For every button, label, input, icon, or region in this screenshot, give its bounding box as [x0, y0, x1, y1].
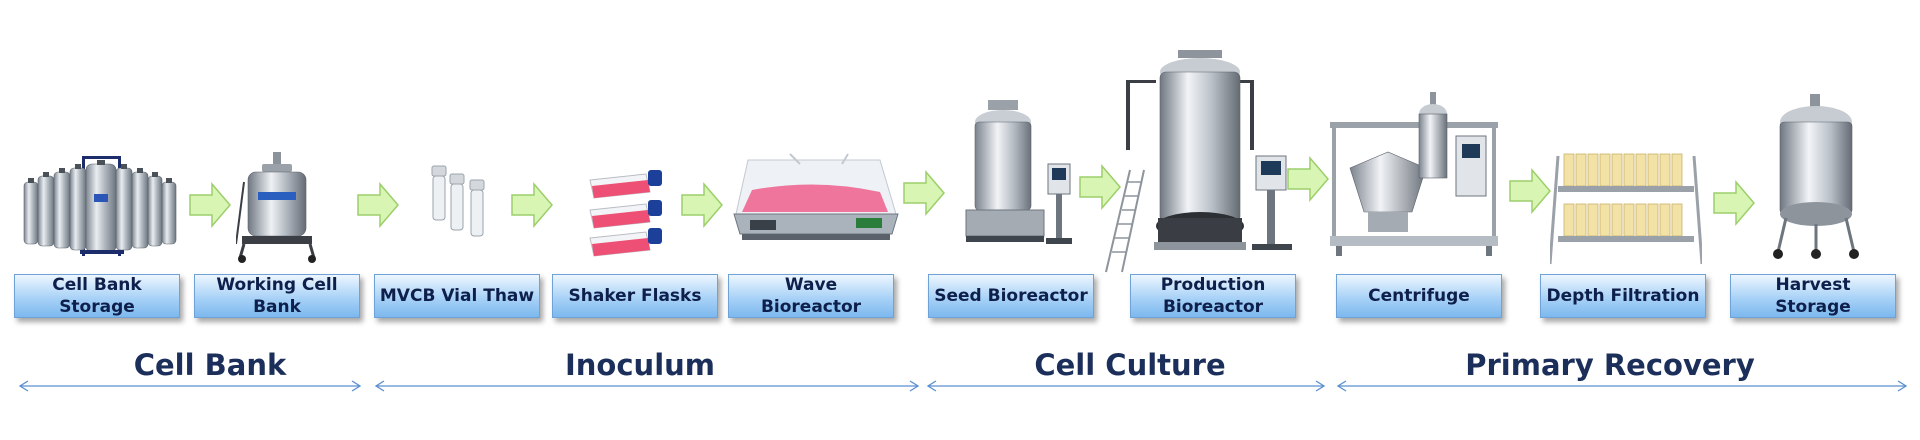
centrifuge-image	[1330, 92, 1498, 256]
step-box-harvest-storage: Harvest Storage	[1730, 274, 1896, 318]
step-label: Production Bioreactor	[1160, 275, 1266, 317]
flow-arrow-icon	[357, 182, 399, 228]
phase-title-primary-recovery: Primary Recovery	[1465, 348, 1755, 382]
flow-arrow-icon	[1287, 156, 1329, 202]
seed-bioreactor-image	[965, 100, 1072, 244]
phase-span-arrow-inoculum	[374, 380, 920, 392]
phase-span-arrow-cell-culture	[926, 380, 1326, 392]
production-bioreactor-image	[1105, 50, 1292, 273]
harvest-storage-tank-image	[1773, 94, 1859, 259]
flow-arrow-icon	[903, 170, 945, 216]
flow-arrow-icon	[189, 182, 231, 228]
step-label: Cell Bank Storage	[52, 275, 142, 317]
step-box-production-bioreactor: Production Bioreactor	[1130, 274, 1296, 318]
step-label: Depth Filtration	[1546, 286, 1700, 306]
step-label: Shaker Flasks	[568, 286, 702, 306]
working-cell-bank-dewar-image	[236, 152, 316, 263]
step-box-wave-bioreactor: Wave Bioreactor	[728, 274, 894, 318]
flow-arrow-icon	[681, 182, 723, 228]
wave-bioreactor-image	[733, 153, 899, 240]
step-label: MVCB Vial Thaw	[379, 286, 535, 306]
phase-title-cell-culture: Cell Culture	[1034, 348, 1226, 382]
depth-filtration-image	[1550, 153, 1702, 265]
flow-arrow-icon	[511, 182, 553, 228]
flow-arrow-icon	[1509, 168, 1551, 214]
phase-span-arrow-primary-recovery	[1336, 380, 1908, 392]
flow-arrow-icon	[1079, 164, 1121, 210]
flow-arrow-icon	[1713, 180, 1755, 226]
step-box-working-cell-bank: Working Cell Bank	[194, 274, 360, 318]
phase-title-cell-bank: Cell Bank	[133, 348, 287, 382]
step-label: Harvest Storage	[1775, 275, 1851, 317]
step-label: Centrifuge	[1368, 286, 1470, 306]
cryovials-image	[431, 165, 485, 237]
step-box-shaker-flasks: Shaker Flasks	[552, 274, 718, 318]
shaker-flasks-image	[589, 170, 662, 257]
cryogenic-dewars-image	[23, 156, 177, 256]
phase-span-arrow-cell-bank	[18, 380, 362, 392]
step-box-depth-filtration: Depth Filtration	[1540, 274, 1706, 318]
step-label: Wave Bioreactor	[760, 275, 862, 317]
step-box-seed-bioreactor: Seed Bioreactor	[928, 274, 1094, 318]
step-box-centrifuge: Centrifuge	[1336, 274, 1502, 318]
step-label: Seed Bioreactor	[934, 286, 1088, 306]
step-box-mvcb-vial-thaw: MVCB Vial Thaw	[374, 274, 540, 318]
phase-title-inoculum: Inoculum	[565, 348, 715, 382]
step-label: Working Cell Bank	[216, 275, 338, 317]
step-box-cell-bank-storage: Cell Bank Storage	[14, 274, 180, 318]
